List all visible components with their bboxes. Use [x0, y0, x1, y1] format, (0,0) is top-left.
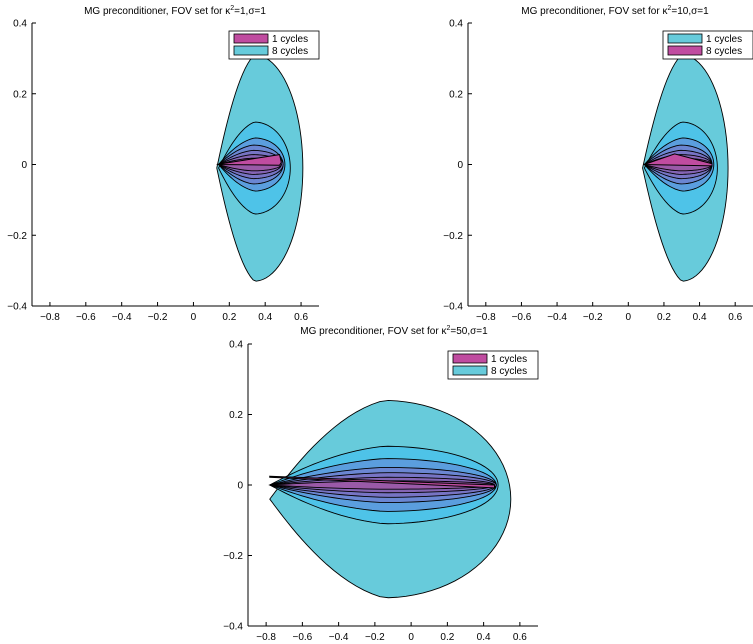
chart-title: MG preconditioner, FOV set for κ2=50,σ=1	[300, 325, 488, 337]
y-tick-label: 0.2	[13, 89, 27, 100]
x-tick-label: −0.2	[365, 632, 385, 643]
plot-3: −0.8 −0.6 −0.4 −0.2 0 0.2 0.4 0.6 −0.4 −0.2 0 0.2 0.…	[223, 325, 539, 643]
legend-swatch	[452, 353, 488, 364]
x-tick-label: −0.4	[547, 312, 567, 323]
legend-label: 8 cycles	[706, 46, 742, 57]
x-tick-label: −0.6	[76, 312, 96, 323]
legend-swatch	[233, 45, 269, 56]
y-tick-label: −0.4	[7, 302, 27, 313]
legend-label: 1 cycles	[272, 34, 308, 45]
x-tick-label: −0.8	[476, 312, 496, 323]
y-tick-label: 0.4	[449, 19, 463, 30]
x-tick-label: 0	[191, 312, 197, 323]
fov-region-1-cycle	[216, 154, 282, 166]
y-tick-label: 0.2	[229, 410, 243, 421]
x-tick-label: −0.8	[256, 632, 276, 643]
y-tick-label: −0.2	[223, 551, 243, 562]
x-tick-label: 0.6	[513, 632, 527, 643]
legend-label: 8 cycles	[491, 366, 527, 377]
x-tick-label: −0.2	[583, 312, 603, 323]
x-tick-label: 0	[408, 632, 414, 643]
chart-title: MG preconditioner, FOV set for κ2=1,σ=1	[84, 5, 266, 17]
fov-region-1-cycle	[269, 475, 495, 489]
y-tick-label: 0.4	[13, 19, 27, 30]
chart-title: MG preconditioner, FOV set for κ2=10,σ=1	[521, 5, 709, 17]
plot-1: −0.8 −0.6 −0.4 −0.2 0 0.2 0.4 0.6 −0.4 −0.2 0 0.2 0.…	[7, 5, 320, 323]
legend-label: 1 cycles	[491, 354, 527, 365]
x-tick-label: 0.6	[294, 312, 308, 323]
y-tick-label: 0	[237, 481, 243, 492]
x-tick-label: −0.6	[512, 312, 532, 323]
legend-swatch	[667, 33, 703, 44]
y-tick-label: −0.4	[223, 622, 243, 633]
y-tick-label: 0	[457, 160, 463, 171]
legend-swatch	[452, 365, 488, 376]
y-tick-label: −0.2	[7, 231, 27, 242]
y-tick-label: −0.2	[443, 231, 463, 242]
legend-swatch	[233, 33, 269, 44]
y-tick-label: −0.4	[443, 302, 463, 313]
y-tick-label: 0	[21, 160, 27, 171]
fov-region-1-cycle	[644, 153, 713, 167]
plot-2: −0.8 −0.6 −0.4 −0.2 0 0.2 0.4 0.6 −0.4 −0.2 0 0.2 0.…	[443, 5, 753, 323]
x-tick-label: −0.6	[293, 632, 313, 643]
y-tick-label: 0.2	[449, 89, 463, 100]
x-tick-label: −0.8	[40, 312, 60, 323]
x-tick-label: 0.2	[657, 312, 671, 323]
x-tick-label: −0.4	[112, 312, 132, 323]
legend-label: 1 cycles	[706, 34, 742, 45]
x-tick-label: 0.4	[477, 632, 491, 643]
x-tick-label: 0	[626, 312, 632, 323]
x-tick-label: −0.2	[148, 312, 168, 323]
x-tick-label: 0.4	[693, 312, 707, 323]
x-tick-label: −0.4	[329, 632, 349, 643]
x-tick-label: 0.2	[222, 312, 236, 323]
x-tick-label: 0.4	[258, 312, 272, 323]
y-tick-label: 0.4	[229, 340, 243, 351]
legend-swatch	[667, 45, 703, 56]
x-tick-label: 0.2	[440, 632, 454, 643]
x-tick-label: 0.6	[728, 312, 742, 323]
legend-label: 8 cycles	[272, 46, 308, 57]
